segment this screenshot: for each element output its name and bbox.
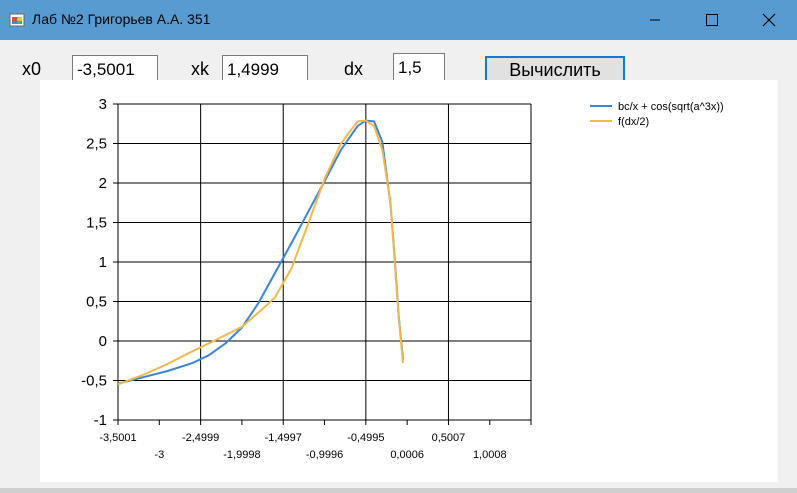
legend-label-1: bc/x + cos(sqrt(a^3x)) bbox=[618, 101, 724, 113]
title-bar: Лаб №2 Григорьев А.А. 351 bbox=[0, 0, 797, 40]
x-tick-label: 0,5007 bbox=[432, 432, 466, 444]
y-tick-label: 3 bbox=[99, 96, 107, 113]
y-tick-label: 1 bbox=[99, 254, 107, 271]
x-tick-label: -2,4999 bbox=[182, 432, 219, 444]
x-tick-label-row2: -0,9996 bbox=[306, 449, 343, 461]
y-tick-label: 2 bbox=[99, 175, 107, 192]
x0-label: x0 bbox=[22, 59, 42, 79]
close-button[interactable] bbox=[746, 0, 792, 40]
y-tick-label: 1,5 bbox=[86, 215, 107, 232]
maximize-icon bbox=[706, 14, 718, 26]
x-tick-label-row2: 0,0006 bbox=[390, 449, 424, 461]
x-tick-label: -1,4997 bbox=[265, 432, 302, 444]
maximize-button[interactable] bbox=[689, 0, 735, 40]
series-line-1 bbox=[117, 119, 404, 385]
dx-label: dx bbox=[344, 59, 364, 79]
y-tick-label: -0,5 bbox=[81, 373, 107, 390]
close-icon bbox=[762, 13, 776, 27]
x-tick-label: -3,5001 bbox=[99, 432, 136, 444]
y-tick-label: 0 bbox=[99, 333, 107, 350]
chart: 3 2,5 2 1,5 1 0,5 0 -0,5 -1 -3,5001 -2,4999 -1,4997… bbox=[81, 96, 724, 461]
y-tick-label: -1 bbox=[94, 412, 107, 429]
y-tick-label: 0,5 bbox=[86, 294, 107, 311]
x-tick-label-row2: 1,0008 bbox=[473, 449, 507, 461]
dx-input[interactable] bbox=[393, 53, 445, 82]
legend-label-2: f(dx/2) bbox=[618, 116, 649, 128]
window-title: Лаб №2 Григорьев А.А. 351 bbox=[32, 11, 211, 27]
x-tick-label: -0,4995 bbox=[347, 432, 384, 444]
series-line-2 bbox=[117, 119, 404, 386]
x-tick-label-row2: -3 bbox=[154, 449, 164, 461]
app-icon bbox=[9, 13, 25, 27]
chart-panel: 3 2,5 2 1,5 1 0,5 0 -0,5 -1 -3,5001 -2,4999 -1,4997… bbox=[40, 80, 778, 482]
minimize-button[interactable] bbox=[632, 0, 678, 40]
bottom-strip bbox=[0, 488, 797, 493]
xk-label: xk bbox=[191, 59, 209, 79]
minimize-icon bbox=[650, 19, 660, 21]
y-tick-label: 2,5 bbox=[86, 136, 107, 153]
x-tick-label-row2: -1,9998 bbox=[223, 449, 260, 461]
